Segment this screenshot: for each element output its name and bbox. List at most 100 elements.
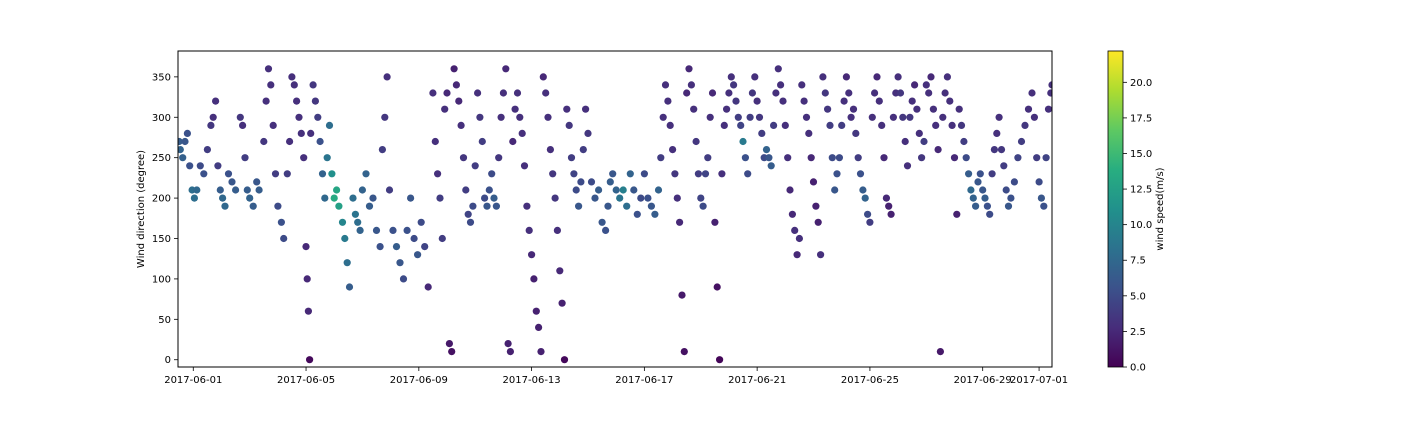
scatter-point (546, 146, 555, 154)
scatter-point (224, 170, 233, 178)
scatter-point (584, 129, 592, 137)
scatter-point (485, 186, 493, 194)
scatter-point (241, 154, 249, 162)
colorbar-tick-label: 17.5 (1130, 113, 1152, 124)
x-tick-label: 2017-06-29 (954, 375, 1012, 386)
scatter-point (824, 105, 832, 113)
scatter-point (1040, 202, 1048, 210)
scatter-point (553, 226, 562, 234)
scatter-point (351, 210, 359, 218)
scatter-point (343, 259, 351, 267)
scatter-point (934, 146, 942, 154)
scatter-point (549, 170, 557, 178)
scatter-point (676, 218, 684, 226)
scatter-point (918, 154, 926, 162)
scatter-point (911, 81, 919, 89)
scatter-point (979, 186, 987, 194)
scatter-point (623, 202, 631, 210)
scatter-point (683, 89, 691, 97)
scatter-point (203, 146, 211, 154)
scatter-point (497, 113, 505, 121)
scatter-point (868, 113, 876, 121)
scatter-point (249, 202, 257, 210)
scatter-point (236, 113, 244, 121)
scatter-point (967, 186, 975, 194)
scatter-point (988, 170, 996, 178)
plot-frame (177, 50, 1053, 368)
scatter-point (221, 202, 229, 210)
y-tick-label: 200 (152, 194, 171, 205)
scatter-point (941, 89, 949, 97)
scatter-point (466, 218, 475, 226)
scatter-point (341, 234, 349, 243)
scatter-point (1017, 137, 1026, 146)
scatter-point (659, 113, 667, 121)
scatter-point (509, 137, 517, 146)
scatter-point (481, 194, 489, 202)
scatter-point (833, 170, 841, 178)
scatter-point (720, 121, 728, 129)
scatter-point (697, 194, 705, 202)
scatter-point (986, 210, 994, 218)
y-tick-label: 100 (152, 274, 171, 285)
scatter-point (228, 178, 236, 186)
scatter-point (739, 137, 747, 146)
scatter-point (706, 113, 714, 121)
scatter-point (407, 194, 415, 202)
scatter-point (563, 105, 571, 113)
scatter-point (871, 89, 879, 97)
scatter-point (630, 186, 638, 194)
scatter-point (786, 186, 794, 194)
scatter-point (216, 186, 224, 194)
colorbar-axis: 0.0 2.5 5.0 7.5 10.0 12.5 15.0 17.5 20.0 (1123, 78, 1152, 374)
scatter-point (831, 186, 839, 194)
scatter-point (506, 348, 514, 356)
scatter-point (651, 210, 659, 218)
scatter-point (800, 97, 808, 105)
scatter-point (969, 194, 977, 202)
scatter-point (196, 162, 204, 170)
scatter-point (290, 81, 298, 89)
scatter-point (859, 186, 867, 194)
scatter-point (1028, 89, 1036, 97)
scatter-point (575, 202, 583, 210)
scatter-point (1024, 105, 1033, 113)
scatter-point (383, 73, 391, 81)
x-tick-label: 2017-06-01 (164, 375, 222, 386)
scatter-point (239, 121, 247, 129)
scatter-point (922, 81, 930, 89)
scatter-point (288, 73, 296, 81)
scatter-point (385, 186, 394, 194)
scatter-point (633, 210, 641, 218)
colorbar-tick-label: 7.5 (1130, 256, 1146, 267)
scatter-point (307, 129, 315, 137)
scatter-point (300, 154, 308, 162)
scatter-point (962, 154, 970, 162)
scatter-point (929, 105, 938, 113)
scatter-point (856, 170, 865, 178)
scatter-point (179, 154, 187, 162)
scatter-point (821, 89, 829, 97)
scatter-point (746, 113, 754, 121)
scatter-point (602, 226, 610, 234)
scatter-point (915, 129, 923, 137)
scatter-point (819, 73, 827, 81)
scatter-point (462, 186, 470, 194)
scatter-point (328, 170, 336, 178)
scatter-point (450, 65, 458, 73)
scatter-point (953, 210, 961, 218)
scatter-point (654, 186, 663, 194)
scatter-point (701, 170, 710, 178)
y-axis-label: Wind direction (degree) (136, 150, 147, 268)
x-tick-label: 2017-07-01 (1010, 375, 1068, 386)
scatter-point (669, 146, 677, 154)
scatter-point (376, 243, 384, 251)
scatter-point (762, 146, 771, 154)
scatter-point (950, 154, 959, 162)
scatter-point (528, 251, 536, 259)
colorbar-tick-label: 0.0 (1130, 363, 1146, 374)
scatter-point (358, 186, 366, 194)
scatter-point (1048, 81, 1052, 89)
scatter-point (708, 89, 717, 97)
scatter-point (685, 65, 693, 73)
